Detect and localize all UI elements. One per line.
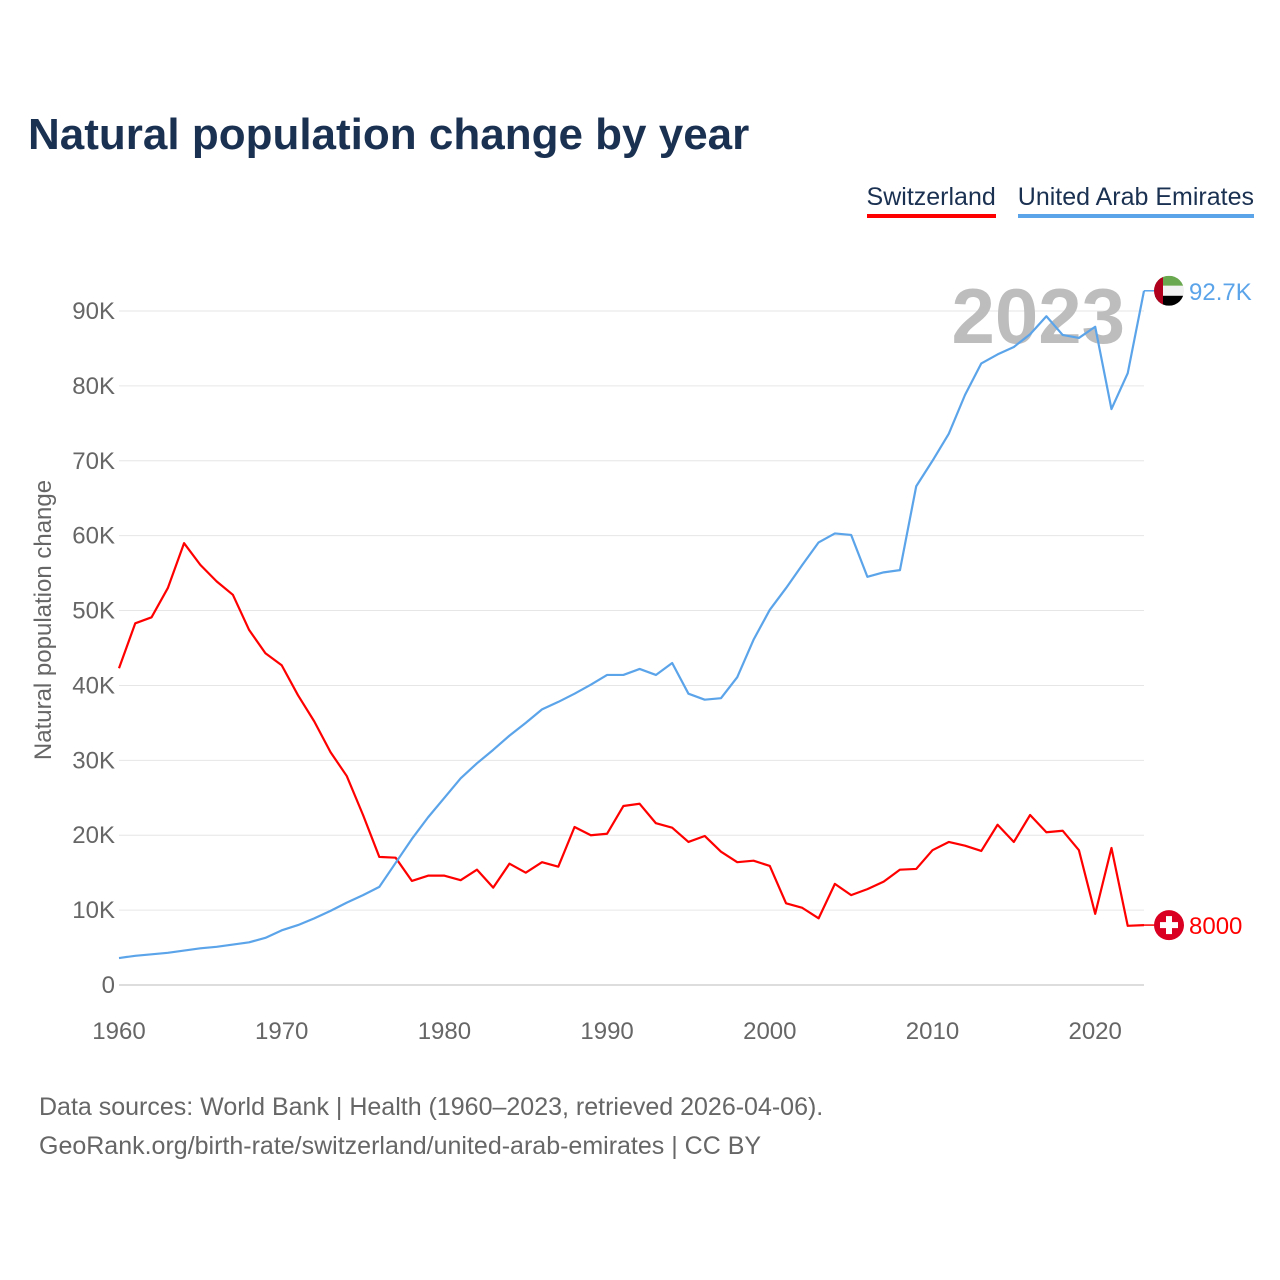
y-tick-label: 80K — [72, 373, 115, 400]
y-tick-label: 20K — [72, 822, 115, 849]
x-tick-label: 1970 — [255, 1018, 308, 1045]
legend-item-uae[interactable]: United Arab Emirates — [1017, 183, 1254, 218]
x-axis-ticks: 1960 1970 1980 1990 2000 2010 2020 — [92, 1018, 1122, 1045]
x-tick-label: 1960 — [92, 1018, 145, 1045]
y-tick-label: 0 — [102, 972, 115, 999]
y-tick-label: 50K — [72, 598, 115, 625]
x-tick-label: 2000 — [743, 1018, 796, 1045]
y-tick-label: 10K — [72, 897, 115, 924]
y-tick-label: 70K — [72, 448, 115, 475]
source-link[interactable]: GeoRank.org/birth-rate/switzerland/unite… — [39, 1132, 762, 1160]
y-tick-label: 40K — [72, 672, 115, 699]
footer: Data sources: World Bank | Health (1960–… — [39, 1088, 823, 1166]
end-markers: 8000 92.7K — [1144, 275, 1252, 941]
x-tick-label: 2020 — [1068, 1018, 1121, 1045]
legend-item-switzerland[interactable]: Switzerland — [866, 183, 996, 218]
x-tick-label: 2010 — [906, 1018, 959, 1045]
end-value-label: 92.7K — [1189, 279, 1252, 306]
y-tick-label: 30K — [72, 747, 115, 774]
y-tick-label: 90K — [72, 298, 115, 325]
gridlines — [119, 310, 1144, 986]
y-axis-ticks: 0 10K 20K 30K 40K 50K 60K 70K 80K 90K — [72, 298, 115, 999]
end-value-label: 8000 — [1189, 913, 1242, 940]
y-tick-label: 60K — [72, 523, 115, 550]
series-line-uae[interactable] — [118, 290, 1146, 960]
year-watermark: 2023 — [951, 272, 1125, 360]
uae-flag-icon — [1154, 275, 1184, 306]
switzerland-flag-icon — [1154, 910, 1184, 941]
series-line-switzerland[interactable] — [117, 542, 1145, 927]
x-tick-label: 1980 — [418, 1018, 471, 1045]
data-sources: Data sources: World Bank | Health (1960–… — [39, 1093, 824, 1121]
chart-title: Natural population change by year — [28, 110, 750, 159]
y-axis-label: Natural population change — [30, 480, 57, 760]
x-tick-label: 1990 — [580, 1018, 633, 1045]
series-lines — [117, 290, 1146, 960]
legend: Switzerland United Arab Emirates — [866, 183, 1254, 218]
